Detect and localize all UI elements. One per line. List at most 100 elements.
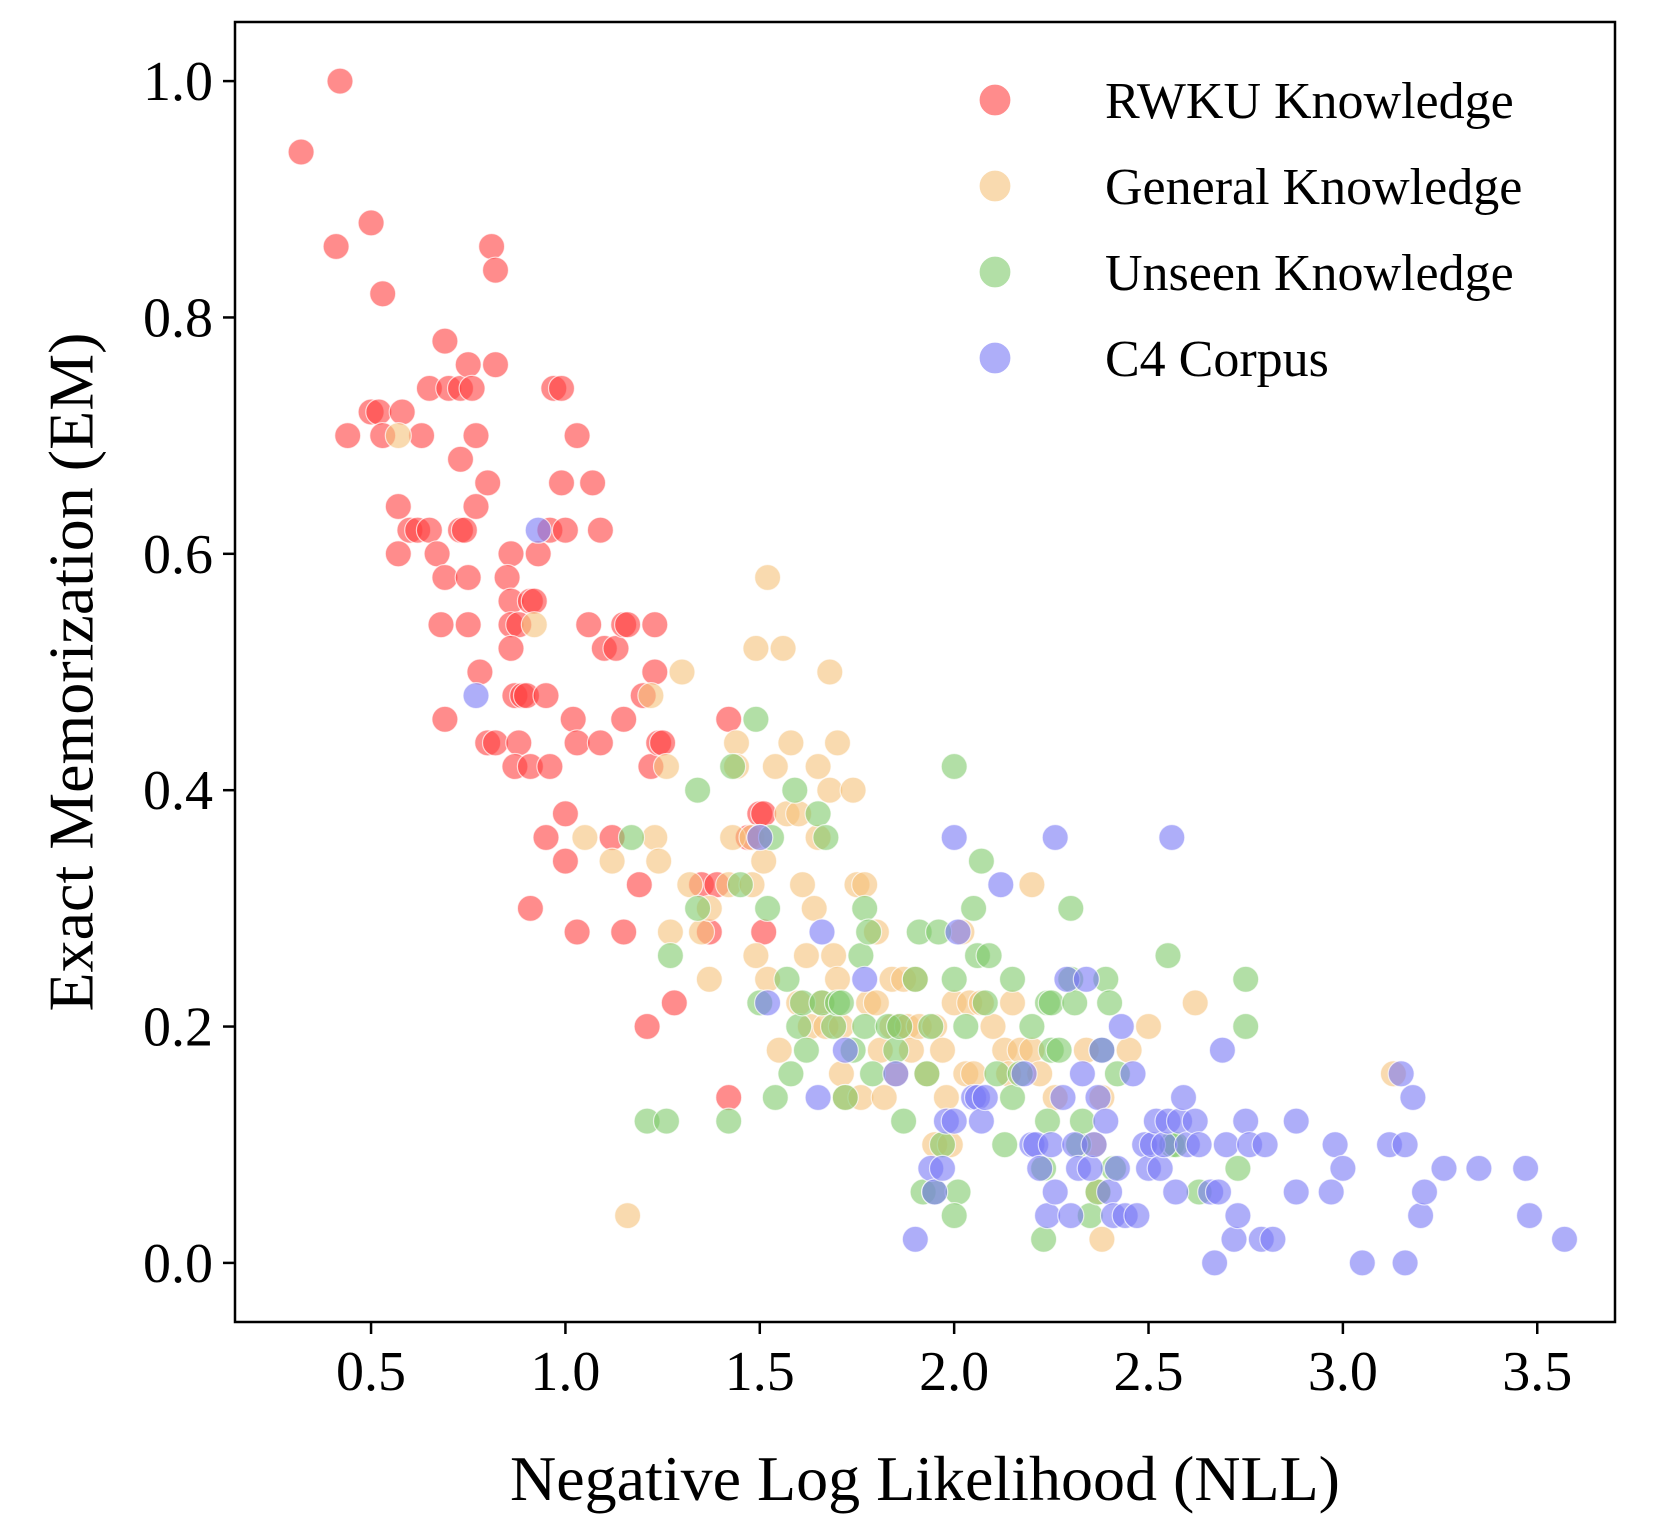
data-point	[1158, 823, 1186, 852]
y-tick-label: 0.2	[143, 997, 213, 1059]
data-point	[987, 871, 1015, 899]
data-point	[753, 989, 782, 1017]
data-point	[808, 918, 836, 946]
data-point	[551, 516, 580, 544]
data-point	[726, 871, 755, 899]
legend-marker	[978, 83, 1012, 117]
data-point	[913, 1060, 941, 1088]
data-point	[454, 611, 482, 639]
data-point	[932, 1083, 961, 1112]
data-point	[1045, 1036, 1073, 1064]
data-point	[715, 1083, 743, 1112]
data-point	[1391, 1131, 1419, 1159]
data-point	[750, 918, 778, 946]
data-point	[1033, 1107, 1062, 1135]
data-point	[660, 989, 688, 1017]
data-point	[847, 941, 875, 970]
data-point	[761, 752, 789, 781]
data-point	[823, 729, 852, 757]
x-tick-label: 2.5	[1114, 1341, 1184, 1403]
series-rwku-knowledge	[287, 67, 778, 1112]
data-point	[839, 776, 867, 804]
data-point	[1095, 1178, 1124, 1206]
data-point	[715, 1107, 743, 1135]
data-point	[497, 634, 525, 663]
data-point	[1410, 1178, 1439, 1206]
data-point	[804, 752, 832, 781]
data-point	[641, 823, 669, 852]
data-point	[683, 894, 712, 923]
data-point	[687, 918, 716, 946]
legend-marker	[978, 255, 1012, 289]
data-point	[851, 965, 879, 993]
data-point	[1088, 1225, 1116, 1253]
data-point	[613, 611, 642, 639]
data-point	[365, 398, 393, 426]
data-point	[746, 823, 774, 852]
data-point	[641, 611, 669, 639]
data-point	[1321, 1131, 1349, 1159]
data-point	[1134, 1012, 1163, 1041]
data-point	[1181, 1107, 1209, 1135]
data-point	[1232, 1107, 1260, 1135]
data-point	[944, 1178, 972, 1206]
data-point	[446, 445, 475, 473]
data-point	[652, 1107, 681, 1135]
data-point	[753, 894, 782, 923]
data-point	[1010, 1060, 1038, 1088]
data-point	[481, 351, 510, 379]
data-point	[761, 1083, 789, 1112]
points-layer	[287, 67, 1579, 1277]
data-point	[1146, 1154, 1174, 1183]
data-point	[971, 1083, 999, 1112]
legend-label: General Knowledge	[1105, 159, 1522, 216]
data-point	[1387, 1060, 1415, 1088]
data-point	[423, 540, 451, 568]
data-point	[481, 256, 510, 284]
data-point	[792, 1036, 821, 1064]
data-point	[656, 918, 685, 946]
data-point	[769, 634, 797, 663]
data-point	[1041, 823, 1069, 852]
data-point	[742, 705, 770, 733]
data-point	[959, 1060, 988, 1088]
data-point	[858, 1060, 887, 1088]
data-point	[1430, 1154, 1458, 1183]
data-point	[998, 1083, 1027, 1112]
data-point	[862, 989, 891, 1017]
data-point	[384, 422, 412, 450]
data-point	[788, 871, 817, 899]
data-point	[1154, 941, 1182, 970]
data-point	[944, 918, 972, 946]
data-point	[967, 847, 996, 875]
data-point	[481, 729, 510, 757]
data-point	[1511, 1154, 1540, 1183]
data-point	[870, 1083, 898, 1112]
data-point	[940, 965, 968, 993]
data-point	[610, 705, 638, 733]
x-tick-label: 1.0	[530, 1341, 600, 1403]
data-point	[625, 871, 653, 899]
data-point	[1406, 1201, 1435, 1230]
x-tick-label: 3.5	[1502, 1341, 1572, 1403]
data-point	[1107, 1012, 1135, 1041]
data-point	[882, 1060, 910, 1088]
data-point	[785, 1012, 813, 1041]
data-point	[520, 611, 548, 639]
data-point	[979, 1012, 1007, 1041]
data-point	[454, 563, 482, 592]
data-point	[493, 563, 521, 592]
data-point	[1204, 1178, 1233, 1206]
data-point	[1251, 1131, 1279, 1159]
plot-frame	[233, 20, 1617, 1324]
data-point	[505, 729, 533, 757]
data-point	[551, 847, 580, 875]
data-point	[357, 209, 385, 237]
data-point	[462, 681, 490, 710]
data-point	[532, 681, 560, 710]
data-point	[474, 469, 502, 497]
data-point	[551, 800, 580, 828]
data-point	[1200, 1249, 1229, 1277]
